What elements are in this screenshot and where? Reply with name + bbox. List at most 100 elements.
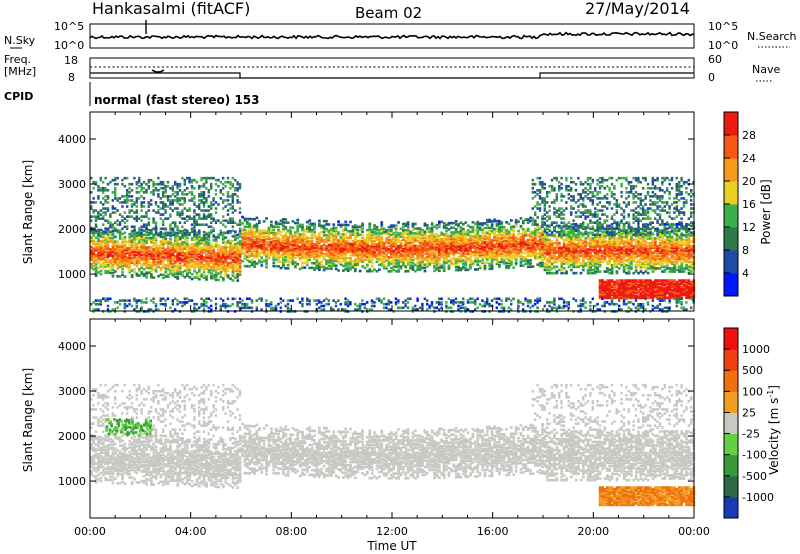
power-cell <box>94 219 98 222</box>
power-cell <box>150 276 153 279</box>
power-cell <box>519 217 523 220</box>
power-cell <box>474 241 477 244</box>
power-cell <box>104 241 108 245</box>
power-cell <box>286 240 290 243</box>
power-cell <box>270 248 273 252</box>
power-cell <box>418 250 422 254</box>
power-cell <box>169 261 172 264</box>
power-cell <box>526 251 530 254</box>
power-cell <box>284 237 288 240</box>
power-cell <box>94 255 98 258</box>
power-cell <box>248 260 252 263</box>
power-cell <box>469 263 472 267</box>
power-cell <box>253 254 256 257</box>
power-cell <box>394 258 398 262</box>
power-cell <box>200 217 203 220</box>
power-cell <box>510 252 513 255</box>
power-cell <box>361 224 364 227</box>
power-cell <box>214 259 218 263</box>
power-cell <box>438 242 441 246</box>
power-cell <box>466 249 470 253</box>
power-cell <box>368 247 372 251</box>
power-cell <box>534 223 537 227</box>
power-cell <box>286 246 290 250</box>
power-cell <box>543 207 546 210</box>
power-cell <box>133 203 136 206</box>
power-cell <box>250 247 254 251</box>
power-cell <box>279 230 283 234</box>
power-cell <box>200 240 204 243</box>
power-cell <box>202 209 206 212</box>
power-cell <box>332 242 336 245</box>
power-cell <box>145 246 148 249</box>
power-cell <box>298 251 302 255</box>
power-cell <box>318 301 321 304</box>
power-cell <box>322 243 326 247</box>
power-cell <box>128 186 131 190</box>
power-cell <box>471 244 475 248</box>
power-cell <box>356 225 360 229</box>
power-cell <box>553 257 556 261</box>
power-cell <box>325 259 328 262</box>
power-cell <box>99 252 103 255</box>
power-cell <box>517 245 520 249</box>
power-cell <box>176 193 179 196</box>
power-cell <box>200 304 203 308</box>
power-cell <box>442 256 446 260</box>
power-cell <box>121 219 124 222</box>
power-cell <box>193 247 196 251</box>
power-cell <box>198 249 201 253</box>
power-cell <box>147 266 151 270</box>
power-cell <box>147 178 150 182</box>
power-cell <box>428 260 432 263</box>
power-cell <box>402 225 405 229</box>
power-cell <box>102 254 105 257</box>
power-cell <box>253 235 256 238</box>
power-cell <box>378 246 381 249</box>
power-cell <box>517 240 520 244</box>
power-cell <box>234 257 237 260</box>
power-cell <box>548 304 551 308</box>
power-cell <box>222 215 225 218</box>
power-cell <box>250 299 254 302</box>
power-cell <box>526 252 530 256</box>
power-cell <box>250 306 254 310</box>
power-cell <box>231 252 235 255</box>
power-cell <box>138 233 141 237</box>
power-cell <box>186 236 189 240</box>
power-cell <box>214 207 218 210</box>
power-cell <box>493 218 496 222</box>
power-cell <box>502 225 506 229</box>
power-cell <box>123 264 127 267</box>
power-cell <box>298 240 302 244</box>
power-cell <box>402 262 405 265</box>
power-cell <box>452 299 455 302</box>
power-cell <box>390 301 393 304</box>
power-cell <box>99 301 102 304</box>
power-cell <box>298 237 302 241</box>
power-cell <box>517 237 520 241</box>
power-cell <box>390 240 393 243</box>
power-cell <box>366 263 369 267</box>
power-cell <box>234 233 237 237</box>
power-cell <box>411 243 415 246</box>
power-cell <box>310 244 314 248</box>
power-cell <box>454 265 458 269</box>
power-cell <box>553 260 556 264</box>
power-cell <box>498 297 501 301</box>
power-cell <box>267 256 271 260</box>
power-cell <box>205 257 208 261</box>
power-cell <box>361 265 364 268</box>
power-cell <box>428 247 432 251</box>
power-cell <box>490 261 494 264</box>
power-cell <box>438 245 441 249</box>
power-cell <box>121 227 124 231</box>
power-cell <box>97 257 100 260</box>
power-cell <box>543 240 547 243</box>
power-cell <box>162 227 165 231</box>
power-cell <box>452 257 456 261</box>
power-cell <box>500 260 504 264</box>
power-cell <box>334 239 338 242</box>
power-cell <box>534 302 537 306</box>
power-cell <box>459 268 463 272</box>
